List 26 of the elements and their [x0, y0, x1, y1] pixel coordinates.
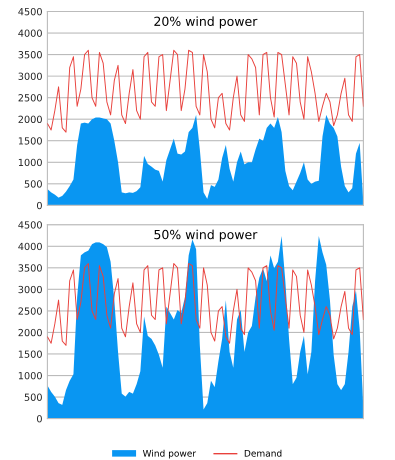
- y-tick-label: 4000: [18, 30, 42, 37]
- legend-label: Demand: [244, 450, 282, 457]
- y-tick-label: 0: [36, 415, 42, 422]
- y-tick-label: 2500: [18, 94, 42, 102]
- y-tick-label: 1000: [18, 158, 42, 166]
- y-tick-label: 500: [24, 394, 42, 401]
- chart-title: 20% wind power: [154, 16, 258, 28]
- y-tick-label: 3500: [18, 51, 42, 58]
- chart-title: 50% wind power: [154, 230, 258, 242]
- y-tick-label: 2500: [18, 307, 42, 315]
- y-tick-label: 3000: [18, 72, 42, 80]
- y-tick-label: 1500: [18, 137, 42, 145]
- y-tick-label: 3500: [18, 264, 42, 272]
- y-tick-label: 500: [24, 180, 42, 188]
- y-tick-label: 1500: [18, 350, 42, 358]
- y-tick-label: 2000: [18, 328, 42, 336]
- y-tick-label: 2000: [18, 116, 42, 124]
- y-tick-label: 4500: [18, 8, 42, 16]
- y-tick-label: 4000: [18, 242, 42, 250]
- y-tick-label: 1000: [18, 372, 42, 380]
- y-tick-label: 3000: [18, 286, 42, 294]
- line-series: [47, 263, 364, 346]
- y-tick-label: 0: [36, 202, 42, 210]
- legend-label: Wind power: [142, 450, 196, 458]
- line-series: [47, 50, 364, 133]
- y-tick-label: 4500: [18, 221, 42, 229]
